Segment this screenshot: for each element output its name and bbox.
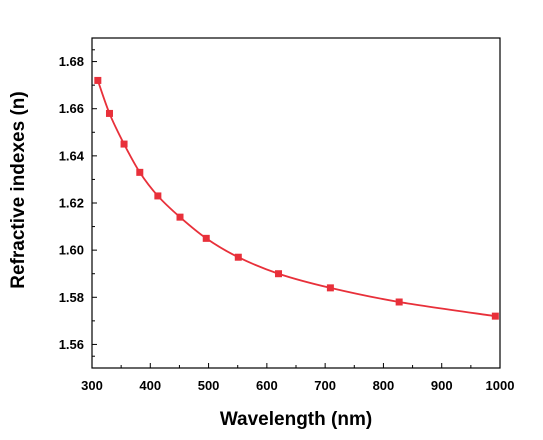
markers-layer [94,76,499,320]
y-axis-title: Refractive indexes (n) [8,91,29,288]
plot-area-frame [91,37,501,369]
x-tick-label: 900 [431,378,453,393]
data-point [120,140,128,148]
data-point [176,213,184,221]
y-tick-label: 1.68 [59,54,84,69]
y-tick-label: 1.60 [59,243,84,258]
data-point [395,298,403,306]
y-tick-label: 1.56 [59,337,84,352]
data-point [326,284,334,292]
data-point [105,109,113,117]
y-tick-label: 1.58 [59,290,84,305]
x-tick-label: 600 [256,378,278,393]
data-point [202,234,210,242]
data-point [491,312,499,320]
data-point [94,76,102,84]
x-tick-label: 1000 [486,378,515,393]
x-axis-title: Wavelength (nm) [220,409,372,430]
data-point [234,253,242,261]
x-tick-label: 800 [373,378,395,393]
x-tick-label: 700 [314,378,336,393]
y-tick-label: 1.66 [59,101,84,116]
x-tick-label: 300 [81,378,103,393]
y-tick-label: 1.62 [59,196,84,211]
data-point [136,168,144,176]
x-tick-label: 400 [139,378,161,393]
data-point [154,192,162,200]
ticks-layer: 300 400 500 600 700 800 900 1000 1.56 1.58 1.60 1.6… [59,49,515,393]
y-tick-label: 1.64 [59,148,85,163]
x-tick-label: 500 [198,378,220,393]
data-point [275,270,283,278]
